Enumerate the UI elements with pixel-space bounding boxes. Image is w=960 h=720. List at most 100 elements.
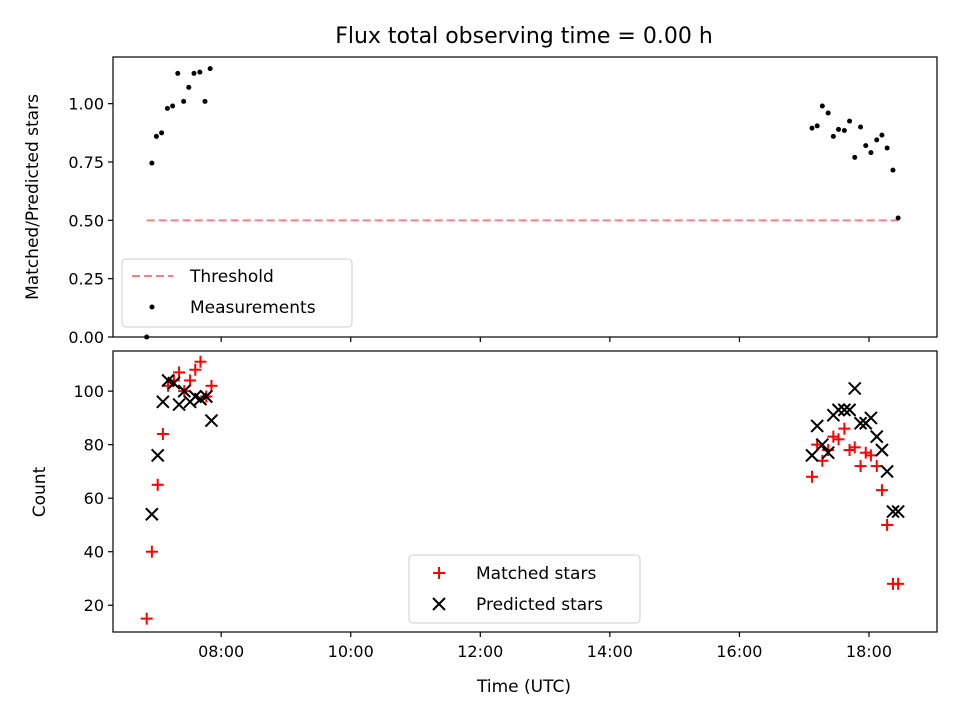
predicted-star-point [145,507,159,521]
measurement-point [814,123,820,129]
count-xtick-label: 14:00 [587,642,633,661]
matched-star-point [892,577,905,590]
measurement-point [149,160,155,166]
measurement-point [879,132,885,138]
count-xtick-label: 18:00 [846,642,892,661]
count-panel-marks [140,355,905,625]
ratio-panel-axes: 0.00 0.25 0.50 0.75 1.00 [68,95,870,347]
matched-star-point [173,366,186,379]
matched-star-point [848,441,861,454]
measurement-point [858,124,864,130]
predicted-star-point [167,376,181,390]
matched-star-point [875,484,888,497]
measurement-point [202,98,208,104]
measurement-point [159,130,165,136]
count-panel: 20 40 60 80 100 08:00 10:00 12:00 14:00 16:00 18:0… [30,350,938,697]
legend-predicted-swatch [432,597,446,611]
ratio-ytick-label: 0.25 [68,270,104,289]
predicted-star-point [831,403,846,417]
count-ytick-label: 20 [84,596,104,615]
matched-star-point [854,460,867,473]
matched-star-point [205,379,218,392]
predicted-star-point [891,504,905,519]
count-panel-axes: 20 40 60 80 100 08:00 10:00 12:00 14:00 16:00 18:0… [73,382,892,661]
ratio-ytick-label: 1.00 [68,95,104,114]
count-ytick-label: 60 [84,489,104,508]
matched-star-point [843,444,856,457]
measurement-point [197,69,203,75]
legend-measurements-label: Measurements [190,298,316,318]
matched-star-point [189,363,202,376]
matched-star-point [881,518,894,531]
measurement-point [819,103,825,109]
count-ytick-label: 40 [84,543,104,562]
count-xtick-label: 12:00 [457,642,503,661]
ratio-ytick-label: 0.75 [68,153,104,172]
count-xtick-label: 16:00 [716,642,762,661]
predicted-star-point [886,504,900,519]
matched-star-point [827,430,840,443]
predicted-star-point [837,403,852,417]
predicted-star-point [821,445,835,460]
predicted-star-point [150,448,165,463]
matched-star-point [832,433,845,446]
measurement-point [884,145,890,151]
measurement-point [847,118,853,124]
count-panel-ylabel: Count [30,466,50,517]
measurement-point [207,66,213,72]
measurement-point [153,133,159,139]
ratio-ytick-label: 0.50 [68,211,104,230]
legend-threshold-label: Threshold [189,267,274,287]
count-xtick-label: 10:00 [328,642,374,661]
measurement-point [890,167,896,173]
matched-star-point [151,478,164,491]
ratio-panel-frame [112,56,938,338]
measurement-point [809,125,815,131]
count-legend-box [408,554,641,624]
predicted-star-point [870,429,884,444]
legend-matched-swatch [433,567,445,579]
count-panel-legend: Matched stars Predicted stars [408,554,641,624]
ratio-panel-ylabel: Matched/Predicted stars [23,94,43,300]
matched-star-point [805,470,818,483]
predicted-star-point [864,411,878,425]
measurement-point [170,103,176,109]
count-panel-frame [112,350,938,633]
matched-star-point [184,374,197,387]
measurement-point [830,133,836,139]
predicted-star-point [177,384,191,398]
measurement-point [186,84,192,90]
ratio-ytick-label: 0.00 [68,328,104,347]
matched-star-point [859,446,872,459]
ratio-panel-marks [144,66,901,340]
measurement-point [841,128,847,133]
count-panel-xlabel: Time (UTC) [476,677,571,697]
predicted-star-point [156,395,170,409]
legend-matched-label: Matched stars [476,564,596,584]
matched-star-point [194,355,207,368]
matched-star-point [838,422,851,435]
predicted-star-point [810,419,824,433]
predicted-star-point [875,443,889,457]
predicted-star-point [842,403,857,417]
legend-measurements-swatch [149,304,155,310]
measurement-point [825,110,831,116]
matched-star-point [156,427,169,440]
ratio-legend-box [121,258,353,328]
predicted-star-point [848,381,862,396]
legend-predicted-label: Predicted stars [476,595,603,615]
measurement-point [191,70,197,76]
predicted-star-point [880,464,894,479]
ratio-panel: 0.00 0.25 0.50 0.75 1.00 Matched/Predicted s… [23,56,938,347]
matched-star-point [140,612,153,625]
predicted-star-point [204,413,219,428]
predicted-star-point [172,397,186,412]
count-ytick-label: 100 [73,382,104,401]
count-xtick-label: 08:00 [198,642,244,661]
measurement-point [895,215,901,221]
count-ytick-label: 80 [84,436,104,455]
measurement-point [868,150,874,156]
predicted-star-point [199,389,213,404]
measurement-point [863,143,869,149]
